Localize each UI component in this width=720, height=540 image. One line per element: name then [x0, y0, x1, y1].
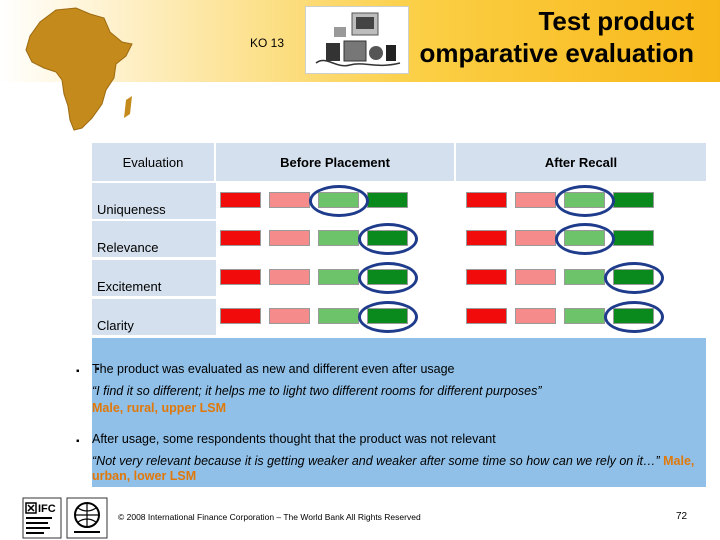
note-2-quote-block: “Not very relevant because it is getting…: [92, 454, 704, 484]
selected-rating-oval-before: [309, 185, 369, 217]
rating-swatch-positive: [564, 308, 605, 324]
row-label: Relevance: [97, 240, 159, 255]
bullet-icon: ▪: [96, 364, 100, 375]
row-label: Clarity: [97, 318, 134, 333]
rating-swatch-positive: [318, 230, 359, 246]
selected-rating-oval-before: [358, 262, 418, 294]
note-1-text: The product was evaluated as new and dif…: [92, 362, 455, 376]
slide-code: KO 13: [250, 36, 285, 50]
title-line-1: Test product: [538, 6, 694, 36]
selected-rating-oval-after: [604, 262, 664, 294]
note-1-respondent: Male, rural, upper LSM: [92, 401, 227, 415]
grid-row: Uniqueness: [92, 183, 706, 219]
rating-swatch-positive: [318, 269, 359, 285]
rating-swatch-very-negative: [466, 308, 507, 324]
rating-swatch-very-negative: [466, 230, 507, 246]
evaluation-grid: Evaluation Before Placement After Recall…: [92, 143, 706, 335]
world-bank-logo-icon: [66, 497, 108, 539]
rating-swatch-very-negative: [220, 192, 261, 208]
ifc-logo-icon: IFC: [22, 497, 62, 539]
selected-rating-oval-before: [358, 301, 418, 333]
rating-swatch-very-negative: [220, 269, 261, 285]
rating-swatch-negative: [515, 230, 556, 246]
rating-swatch-negative: [269, 308, 310, 324]
selected-rating-oval-before: [358, 223, 418, 255]
rating-swatch-very-positive: [367, 192, 408, 208]
rating-swatch-very-positive: [613, 192, 654, 208]
selected-rating-oval-after: [555, 185, 615, 217]
product-kit-icon: [315, 12, 401, 67]
africa-map-icon: [25, 7, 133, 131]
rating-swatch-negative: [515, 269, 556, 285]
column-header-evaluation: Evaluation: [92, 143, 214, 181]
row-label: Uniqueness: [97, 202, 166, 217]
rating-swatch-very-positive: [613, 230, 654, 246]
grid-row: Clarity: [92, 299, 706, 335]
svg-text:IFC: IFC: [38, 503, 56, 515]
notes-panel: ▪: [92, 338, 706, 487]
bullet-icon: ▪: [76, 436, 80, 447]
rating-swatch-very-negative: [220, 230, 261, 246]
rating-swatch-negative: [269, 230, 310, 246]
rating-swatch-negative: [269, 192, 310, 208]
note-2-text: After usage, some respondents thought th…: [92, 432, 496, 446]
rating-swatch-negative: [515, 308, 556, 324]
page-number: 72: [676, 511, 688, 522]
rating-swatch-negative: [515, 192, 556, 208]
copyright-notice: © 2008 International Finance Corporation…: [118, 512, 421, 522]
title-line-2: omparative evaluation: [419, 38, 694, 68]
column-header-after: After Recall: [456, 143, 706, 181]
selected-rating-oval-after: [604, 301, 664, 333]
bullet-icon: ▪: [76, 366, 80, 377]
rating-swatch-very-negative: [466, 192, 507, 208]
grid-row: Relevance: [92, 221, 706, 257]
rating-swatch-very-negative: [466, 269, 507, 285]
product-photo: [305, 6, 409, 74]
grid-row: Excitement: [92, 260, 706, 296]
column-header-before: Before Placement: [216, 143, 454, 181]
selected-rating-oval-after: [555, 223, 615, 255]
row-label: Excitement: [97, 279, 162, 294]
note-1-quote: “I find it so different; it helps me to …: [92, 384, 542, 398]
note-2-quote: “Not very relevant because it is getting…: [92, 454, 660, 468]
rating-swatch-positive: [564, 269, 605, 285]
rating-swatch-negative: [269, 269, 310, 285]
note-2-respondent: Male, urban, lower LSM: [92, 454, 695, 483]
rating-swatch-very-negative: [220, 308, 261, 324]
rating-swatch-positive: [318, 308, 359, 324]
